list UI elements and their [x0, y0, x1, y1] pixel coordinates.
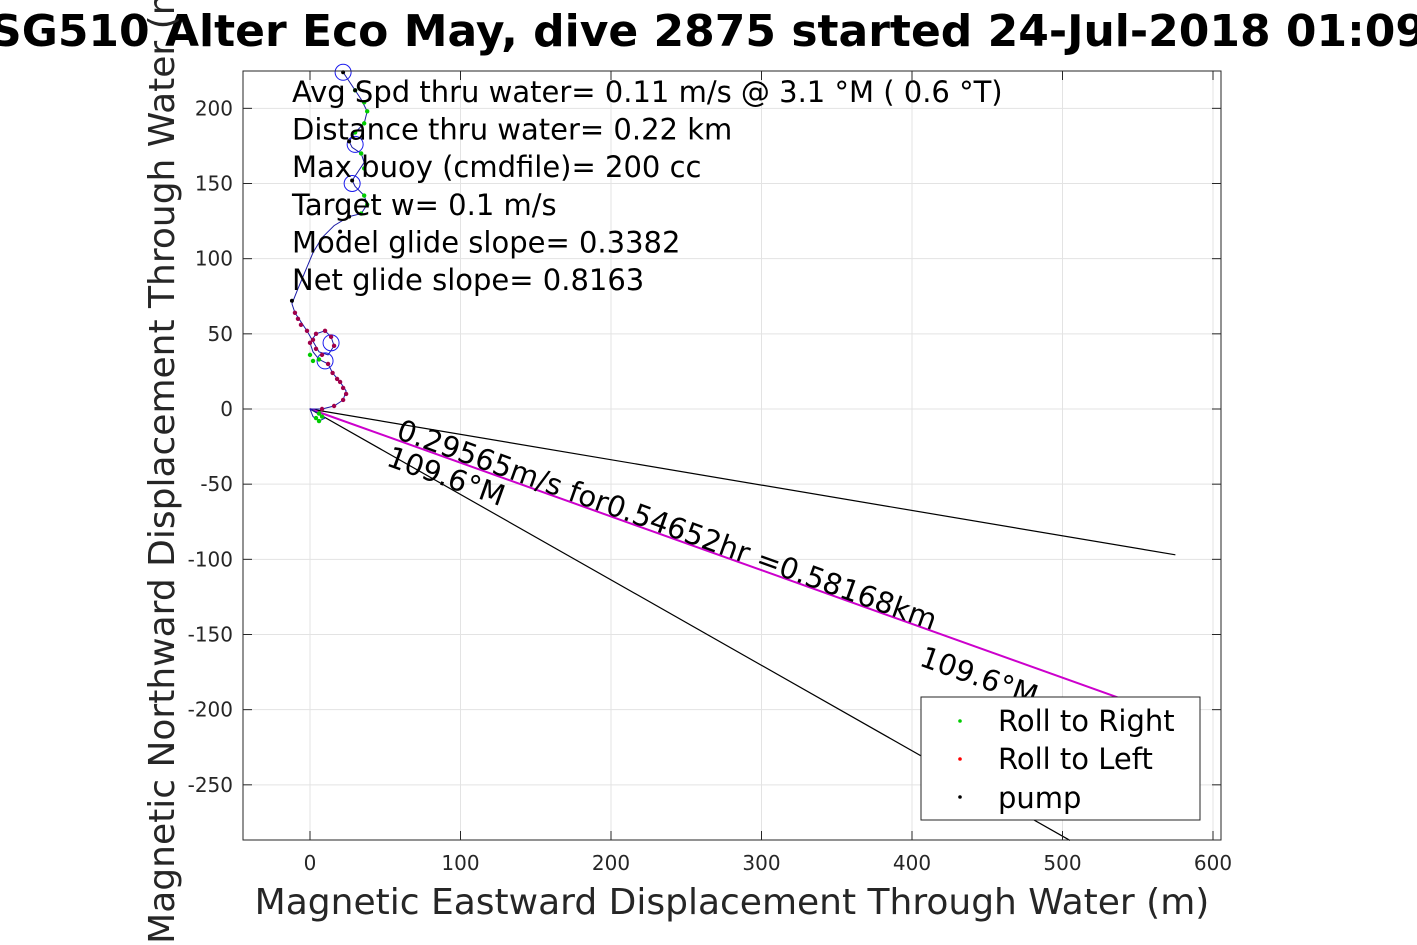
y-tick-label: -250	[188, 773, 233, 797]
roll-right-point	[316, 418, 322, 424]
legend: Roll to Right Roll to Left pump	[920, 696, 1201, 821]
roll-left-point	[330, 370, 335, 376]
legend-label-roll-left: Roll to Left	[998, 742, 1153, 776]
x-tick-label: 0	[304, 851, 317, 875]
stats-line: Target w= 0.1 m/s	[291, 188, 557, 222]
legend-label-roll-right: Roll to Right	[998, 704, 1175, 738]
roll-right-point	[307, 352, 313, 358]
x-tick-label: 100	[441, 851, 479, 875]
track-layer	[289, 63, 370, 424]
roll-left-point	[337, 379, 343, 385]
roll-right-point	[361, 121, 367, 126]
stats-line: Avg Spd thru water= 0.11 m/s @ 3.1 °M ( …	[292, 75, 1003, 109]
current-vector-line	[309, 408, 1124, 701]
y-tick-label: -50	[200, 472, 233, 496]
roll-left-point	[328, 334, 334, 340]
roll-left-point	[310, 337, 316, 343]
roll-left-point	[331, 403, 337, 409]
legend-marker-roll-right	[958, 719, 962, 723]
roll-right-point	[361, 100, 367, 105]
roll-left-point	[307, 340, 313, 346]
upper-bound-line	[309, 408, 1176, 556]
roll-left-point	[331, 343, 337, 349]
roll-right-point	[316, 411, 322, 416]
roll-right-point	[352, 130, 358, 135]
roll-right-point	[313, 415, 319, 421]
x-tick-label: 400	[893, 851, 931, 875]
roll-left-point	[313, 346, 319, 352]
plot-box	[242, 70, 1222, 841]
x-tick-label: 600	[1194, 851, 1232, 875]
pump-point	[347, 214, 352, 219]
waypoint-circle	[316, 352, 334, 370]
pump-point	[289, 298, 294, 303]
legend-marker-roll-left	[958, 757, 962, 761]
axis-ticks: 0 100 200 300 400 500 600 -250 -200 -150 -100 -50 0 5…	[188, 71, 1232, 875]
y-tick-label: -100	[188, 547, 233, 571]
legend-marker-pump	[958, 795, 962, 799]
waypoint-circle	[334, 63, 352, 81]
stats-line: Max buoy (cmdfile)= 200 cc	[292, 150, 701, 184]
y-axis-label: Magnetic Northward Displacement Through …	[142, 0, 183, 944]
roll-left-point	[325, 361, 331, 367]
x-tick-label: 200	[592, 851, 630, 875]
y-tick-label: 0	[220, 397, 233, 421]
roll-left-point	[298, 322, 304, 328]
stats-annotation: Avg Spd thru water= 0.11 m/s @ 3.1 °M ( …	[291, 75, 1003, 297]
legend-box	[920, 696, 1201, 821]
roll-right-point	[361, 166, 367, 171]
pump-point	[353, 88, 358, 93]
y-tick-label: 150	[195, 172, 233, 196]
roll-right-point	[316, 357, 322, 362]
roll-left-point	[340, 385, 346, 391]
y-tick-label: -150	[188, 622, 233, 646]
roll-right-point	[364, 109, 370, 114]
roll-left-point	[340, 397, 346, 403]
pump-point	[338, 229, 343, 234]
y-tick-label: 200	[195, 96, 233, 120]
waypoint-circle	[343, 175, 361, 193]
legend-label-pump: pump	[998, 781, 1081, 815]
waypoint-circle	[346, 135, 364, 153]
stats-line: Distance thru water= 0.22 km	[292, 113, 732, 147]
roll-left-point	[292, 310, 298, 315]
roll-left-point	[313, 331, 319, 337]
roll-right-point	[358, 151, 364, 156]
stats-line: Net glide slope= 0.8163	[292, 263, 644, 297]
roll-right-point	[361, 193, 367, 198]
pump-point	[350, 178, 355, 183]
roll-right-point	[364, 202, 370, 207]
roll-left-point	[343, 391, 349, 397]
y-tick-label: 100	[195, 247, 233, 271]
stats-line: Model glide slope= 0.3382	[292, 225, 680, 259]
roll-left-point	[334, 376, 340, 382]
roll-left-point	[304, 328, 310, 334]
pump-point	[347, 139, 352, 144]
y-tick-label: -200	[188, 698, 233, 722]
roll-left-point	[322, 328, 328, 334]
y-tick-label: 50	[208, 322, 233, 346]
x-tick-label: 500	[1043, 851, 1081, 875]
x-tick-label: 300	[742, 851, 780, 875]
roll-right-point	[319, 414, 325, 419]
roll-right-point	[310, 358, 316, 364]
roll-left-point	[319, 406, 325, 412]
roll-left-point	[319, 352, 325, 358]
roll-left-point	[295, 316, 301, 322]
roll-right-point	[358, 211, 364, 216]
chart-title: SG510 Alter Eco May, dive 2875 started 2…	[0, 6, 1417, 57]
x-axis-label: Magnetic Eastward Displacement Through W…	[255, 882, 1210, 923]
